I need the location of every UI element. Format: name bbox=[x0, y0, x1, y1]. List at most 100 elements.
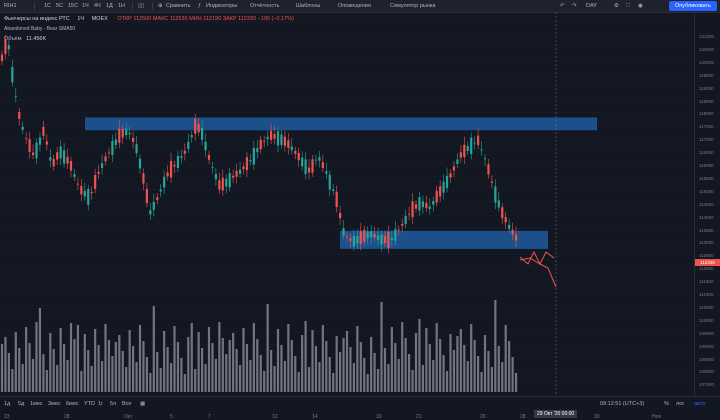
volume-bar bbox=[245, 344, 249, 392]
price-tick: 112500 bbox=[699, 253, 714, 259]
toolbar-divider bbox=[132, 2, 133, 10]
volume-bar bbox=[425, 328, 428, 392]
percent-scale-button[interactable]: % bbox=[664, 401, 669, 407]
volume-bar bbox=[159, 368, 162, 392]
range-button[interactable]: Все bbox=[122, 401, 132, 407]
candle-body bbox=[352, 235, 355, 247]
volume-bar bbox=[428, 344, 431, 392]
candle-body bbox=[314, 159, 318, 161]
log-scale-button[interactable]: лог bbox=[676, 401, 685, 407]
clock-time[interactable]: 09:12:51 (UTC+3) bbox=[600, 401, 645, 407]
compare-button[interactable]: Сравнить bbox=[166, 3, 191, 9]
price-tick: 118500 bbox=[699, 98, 714, 104]
interval-1m[interactable]: 1С bbox=[44, 3, 52, 9]
camera-icon[interactable]: ◉ bbox=[638, 3, 643, 9]
volume-bar bbox=[111, 356, 114, 392]
time-tick: 7 bbox=[208, 414, 211, 420]
time-tick: 5 bbox=[170, 414, 173, 420]
price-axis[interactable]: 121000 120500 120000 119500 119000 118500 1180… bbox=[694, 12, 720, 400]
volume-bar bbox=[483, 335, 487, 392]
volume-bar bbox=[359, 342, 362, 392]
candle-body bbox=[511, 229, 514, 235]
undo-icon[interactable]: ↶ bbox=[560, 3, 565, 9]
interval-1h[interactable]: 1Ч bbox=[82, 3, 89, 9]
candle-body bbox=[35, 142, 38, 159]
candle-body bbox=[97, 171, 100, 174]
candle-body bbox=[42, 126, 45, 136]
candle-body bbox=[107, 152, 111, 154]
volume-bar bbox=[214, 359, 217, 392]
fullscreen-icon[interactable]: ⛶ bbox=[626, 3, 630, 9]
candle-body bbox=[197, 124, 200, 133]
interval-1d[interactable]: 1Д bbox=[106, 3, 113, 9]
auto-scale-button[interactable]: авто bbox=[694, 401, 706, 407]
candle-body bbox=[421, 201, 424, 208]
candle-body bbox=[194, 119, 197, 134]
volume-bar bbox=[439, 339, 442, 392]
candle-body bbox=[394, 229, 397, 241]
range-button[interactable]: 5д bbox=[18, 401, 25, 407]
legend-volume[interactable]: Объём 11.456K bbox=[4, 36, 46, 42]
volume-bar bbox=[0, 344, 4, 392]
candle-body bbox=[187, 141, 190, 149]
calendar-icon[interactable]: ▦ bbox=[140, 401, 146, 407]
volume-bar bbox=[169, 363, 173, 392]
publish-button[interactable]: Опубликовать bbox=[669, 1, 717, 11]
volume-bar bbox=[166, 347, 169, 392]
replay-button[interactable]: Симулятор рынка bbox=[390, 3, 436, 9]
price-chart[interactable] bbox=[0, 12, 694, 396]
range-button[interactable]: 6мес bbox=[66, 401, 79, 407]
candle-body bbox=[7, 45, 10, 50]
range-button[interactable]: YTD bbox=[84, 401, 95, 407]
volume-bar bbox=[501, 362, 504, 392]
interval-5m[interactable]: 5С bbox=[56, 3, 64, 9]
timeframe-dropdown[interactable]: DAY bbox=[586, 3, 597, 9]
volume-bar bbox=[356, 326, 359, 392]
price-tick: 114000 bbox=[699, 214, 714, 220]
redo-icon[interactable]: ↷ bbox=[572, 3, 577, 9]
volume-bar bbox=[390, 327, 393, 392]
settings-icon[interactable]: ⚙ bbox=[614, 3, 619, 9]
range-button[interactable]: 3мес bbox=[48, 401, 61, 407]
interval-4h[interactable]: 4Ч bbox=[94, 3, 101, 9]
candle-body bbox=[159, 189, 162, 192]
templates-button[interactable]: Шаблоны bbox=[296, 3, 321, 9]
candle-body bbox=[138, 158, 142, 169]
candle-body bbox=[128, 132, 131, 135]
volume-bar bbox=[49, 333, 52, 392]
alerts-button[interactable]: Оповещения bbox=[338, 3, 371, 9]
volume-bar bbox=[373, 353, 376, 392]
volume-bar bbox=[297, 372, 300, 392]
volume-bar bbox=[270, 350, 273, 392]
indicators-icon[interactable]: ƒ bbox=[198, 3, 202, 9]
price-tick: 118000 bbox=[699, 111, 714, 117]
symbol-search[interactable]: RIH1 bbox=[4, 3, 17, 9]
range-button[interactable]: 1г bbox=[98, 401, 104, 407]
candle-body bbox=[4, 39, 7, 55]
volume-bar bbox=[290, 340, 293, 392]
reports-button[interactable]: Отчётность bbox=[250, 3, 280, 9]
range-button[interactable]: 5л bbox=[110, 401, 117, 407]
price-tick: 114500 bbox=[699, 201, 714, 207]
interval-15m[interactable]: 15С bbox=[68, 3, 79, 9]
legend-study[interactable]: Abandoned Baby - Bear SMA50 bbox=[4, 26, 76, 32]
range-button[interactable]: 1мес bbox=[30, 401, 43, 407]
candle-body bbox=[149, 210, 152, 215]
compare-icon[interactable]: ⊕ bbox=[158, 3, 163, 9]
candle-body bbox=[376, 235, 380, 241]
interval-1w[interactable]: 1Н bbox=[118, 3, 126, 9]
range-button[interactable]: 1д bbox=[4, 401, 11, 407]
volume-bar bbox=[511, 357, 514, 392]
volume-bar bbox=[238, 365, 242, 392]
volume-bar bbox=[345, 331, 349, 392]
candle-body bbox=[218, 180, 221, 190]
candle-body bbox=[211, 167, 214, 169]
volume-bar bbox=[252, 323, 255, 392]
candle-body bbox=[287, 140, 290, 148]
indicators-button[interactable]: Индикаторы bbox=[206, 3, 238, 9]
toolbar-divider bbox=[34, 2, 35, 10]
volume-bar bbox=[294, 356, 297, 392]
candle-body bbox=[359, 230, 362, 244]
chart-type-icon[interactable]: ▯▯ bbox=[138, 3, 145, 9]
volume-bar bbox=[352, 363, 355, 392]
